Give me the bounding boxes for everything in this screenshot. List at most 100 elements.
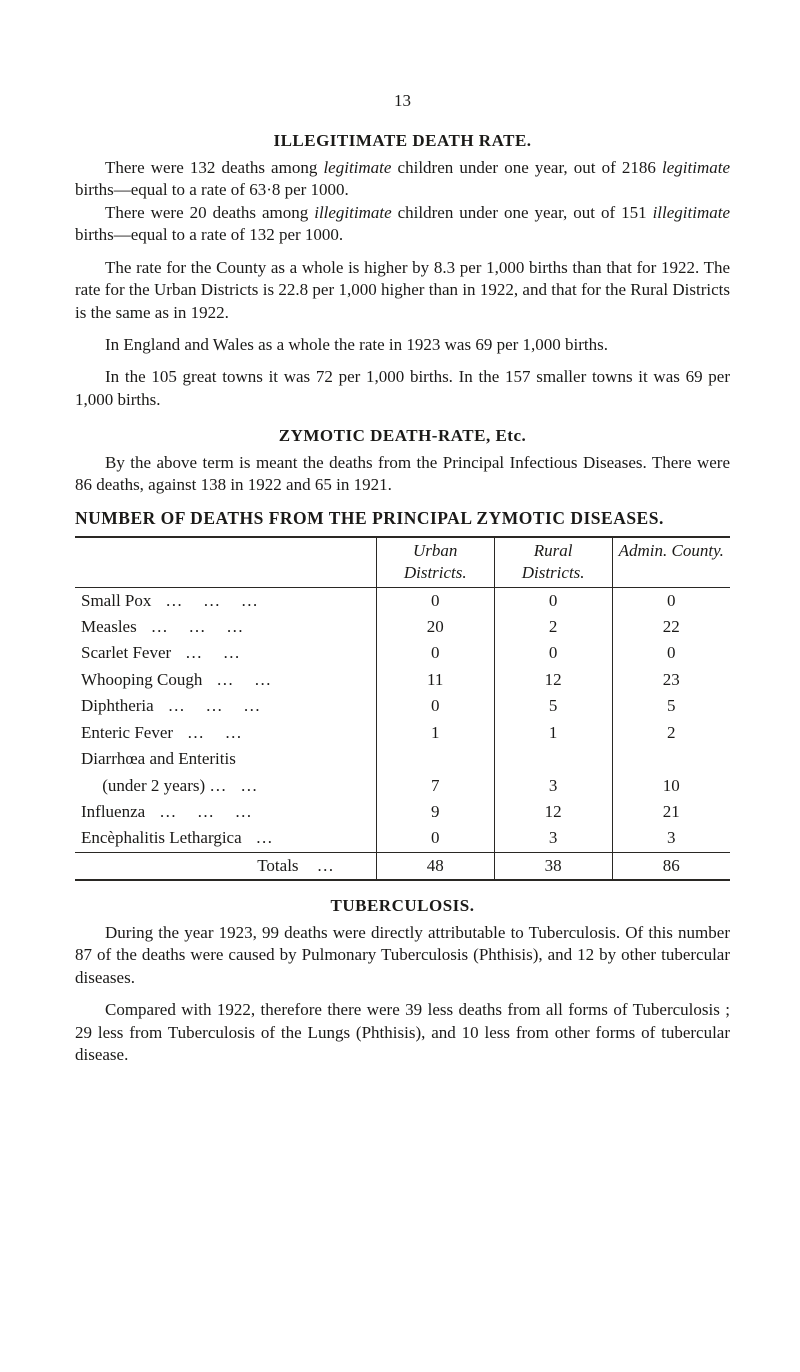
cell-urban: 20	[376, 614, 494, 640]
cell-urban: 1	[376, 720, 494, 746]
text: Measles	[81, 617, 137, 636]
cell-rural: 3	[494, 825, 612, 852]
leader: …	[256, 828, 275, 847]
cell-urban: 0	[376, 825, 494, 852]
cell-urban: 11	[376, 667, 494, 693]
text: (under 2 years) …	[81, 776, 226, 795]
text: Diarrhœa and Enteritis	[81, 749, 236, 768]
text: Influenza	[81, 802, 145, 821]
row-label: Measles … … …	[75, 614, 376, 640]
cell-admin: 3	[612, 825, 730, 852]
table-row: Scarlet Fever… …000	[75, 640, 730, 666]
cell-rural: 0	[494, 640, 612, 666]
row-label: Influenza … … …	[75, 799, 376, 825]
text: births—equal to a rate of 63·8 per 1000.	[75, 180, 349, 199]
cell-admin: 22	[612, 614, 730, 640]
table-row: (under 2 years) ……7310	[75, 773, 730, 799]
table-row: Small Pox… … …000	[75, 587, 730, 614]
cell-urban: 0	[376, 587, 494, 614]
text: Scarlet Fever	[81, 643, 171, 662]
cell-urban: 7	[376, 773, 494, 799]
illegitimate-p4: In England and Wales as a whole the rate…	[75, 334, 730, 356]
leader: … … …	[168, 696, 263, 715]
cell-admin: 5	[612, 693, 730, 719]
illegitimate-p1: There were 132 deaths among legitimate c…	[75, 157, 730, 202]
row-label: Small Pox … … …	[75, 587, 376, 614]
page-root: 13 ILLEGITIMATE DEATH RATE. There were 1…	[0, 0, 800, 1372]
row-label: Enteric Fever … …	[75, 720, 376, 746]
text: Encèphalitis Lethargica	[81, 828, 242, 847]
tuberculosis-p2: Compared with 1922, therefore there were…	[75, 999, 730, 1066]
illegitimate-p2: There were 20 deaths among illegitimate …	[75, 202, 730, 247]
text: There were 132 deaths among	[105, 158, 323, 177]
cell-rural: 5	[494, 693, 612, 719]
cell-rural: 12	[494, 799, 612, 825]
table-corner	[75, 537, 376, 587]
cell-admin: 2	[612, 720, 730, 746]
cell-admin: 10	[612, 773, 730, 799]
italic: legitimate	[323, 158, 391, 177]
table-row: Diphtheria… … …055	[75, 693, 730, 719]
text: There were 20 deaths among	[105, 203, 314, 222]
illegitimate-p5: In the 105 great towns it was 72 per 1,0…	[75, 366, 730, 411]
page-number: 13	[75, 90, 730, 112]
cell-admin	[612, 746, 730, 772]
title-illegitimate: ILLEGITIMATE DEATH RATE.	[75, 130, 730, 152]
text: children under one year, out of 2186	[391, 158, 662, 177]
totals-urban: 48	[376, 852, 494, 880]
cell-rural: 2	[494, 614, 612, 640]
cell-urban: 0	[376, 640, 494, 666]
cell-urban: 0	[376, 693, 494, 719]
cell-admin: 0	[612, 587, 730, 614]
illegitimate-p3: The rate for the County as a whole is hi…	[75, 257, 730, 324]
text: births—equal to a rate of 132 per 1000.	[75, 225, 343, 244]
text: Diphtheria	[81, 696, 154, 715]
leader: … … …	[151, 617, 246, 636]
row-label: Scarlet Fever … …	[75, 640, 376, 666]
italic: illegitimate	[653, 203, 730, 222]
cell-admin: 23	[612, 667, 730, 693]
totals-label: Totals …	[75, 852, 376, 880]
row-label: Encèphalitis Lethargica …	[75, 825, 376, 852]
cell-urban	[376, 746, 494, 772]
cell-admin: 21	[612, 799, 730, 825]
italic: legitimate	[662, 158, 730, 177]
title-tuberculosis: TUBERCULOSIS.	[75, 895, 730, 917]
text: Small Pox	[81, 591, 151, 610]
text: children under one year, out of 151	[392, 203, 653, 222]
cell-rural: 12	[494, 667, 612, 693]
totals-admin: 86	[612, 852, 730, 880]
cell-urban: 9	[376, 799, 494, 825]
text: Enteric Fever	[81, 723, 173, 742]
leader: … … …	[159, 802, 254, 821]
table-row: Measles… … …20222	[75, 614, 730, 640]
leader: … … …	[165, 591, 260, 610]
row-label: Diarrhœa and Enteritis	[75, 746, 376, 772]
cell-admin: 0	[612, 640, 730, 666]
italic: illegitimate	[314, 203, 391, 222]
text: Whooping Cough	[81, 670, 202, 689]
zymotic-p1: By the above term is meant the deaths fr…	[75, 452, 730, 497]
table-row: Whooping Cough… …111223	[75, 667, 730, 693]
table-row: Diarrhœa and Enteritis	[75, 746, 730, 772]
col-rural: Rural Districts.	[494, 537, 612, 587]
row-label: Diphtheria … … …	[75, 693, 376, 719]
leader: … …	[187, 723, 244, 742]
table-title: NUMBER OF DEATHS FROM THE PRINCIPAL ZYMO…	[75, 507, 730, 530]
table-row: Influenza … … … 91221	[75, 799, 730, 825]
leader: … …	[185, 643, 242, 662]
text: Totals	[257, 856, 298, 875]
leader: …	[317, 856, 336, 875]
row-label: Whooping Cough… …	[75, 667, 376, 693]
col-urban: Urban Districts.	[376, 537, 494, 587]
zymotic-deaths-table: Urban Districts. Rural Districts. Admin.…	[75, 536, 730, 882]
table-row: Encèphalitis Lethargica…033	[75, 825, 730, 852]
table-row: Enteric Fever… …112	[75, 720, 730, 746]
col-admin: Admin. County.	[612, 537, 730, 587]
tuberculosis-p1: During the year 1923, 99 deaths were dir…	[75, 922, 730, 989]
cell-rural: 1	[494, 720, 612, 746]
title-zymotic: ZYMOTIC DEATH-RATE, Etc.	[75, 425, 730, 447]
cell-rural: 0	[494, 587, 612, 614]
cell-rural	[494, 746, 612, 772]
leader: …	[240, 776, 259, 795]
